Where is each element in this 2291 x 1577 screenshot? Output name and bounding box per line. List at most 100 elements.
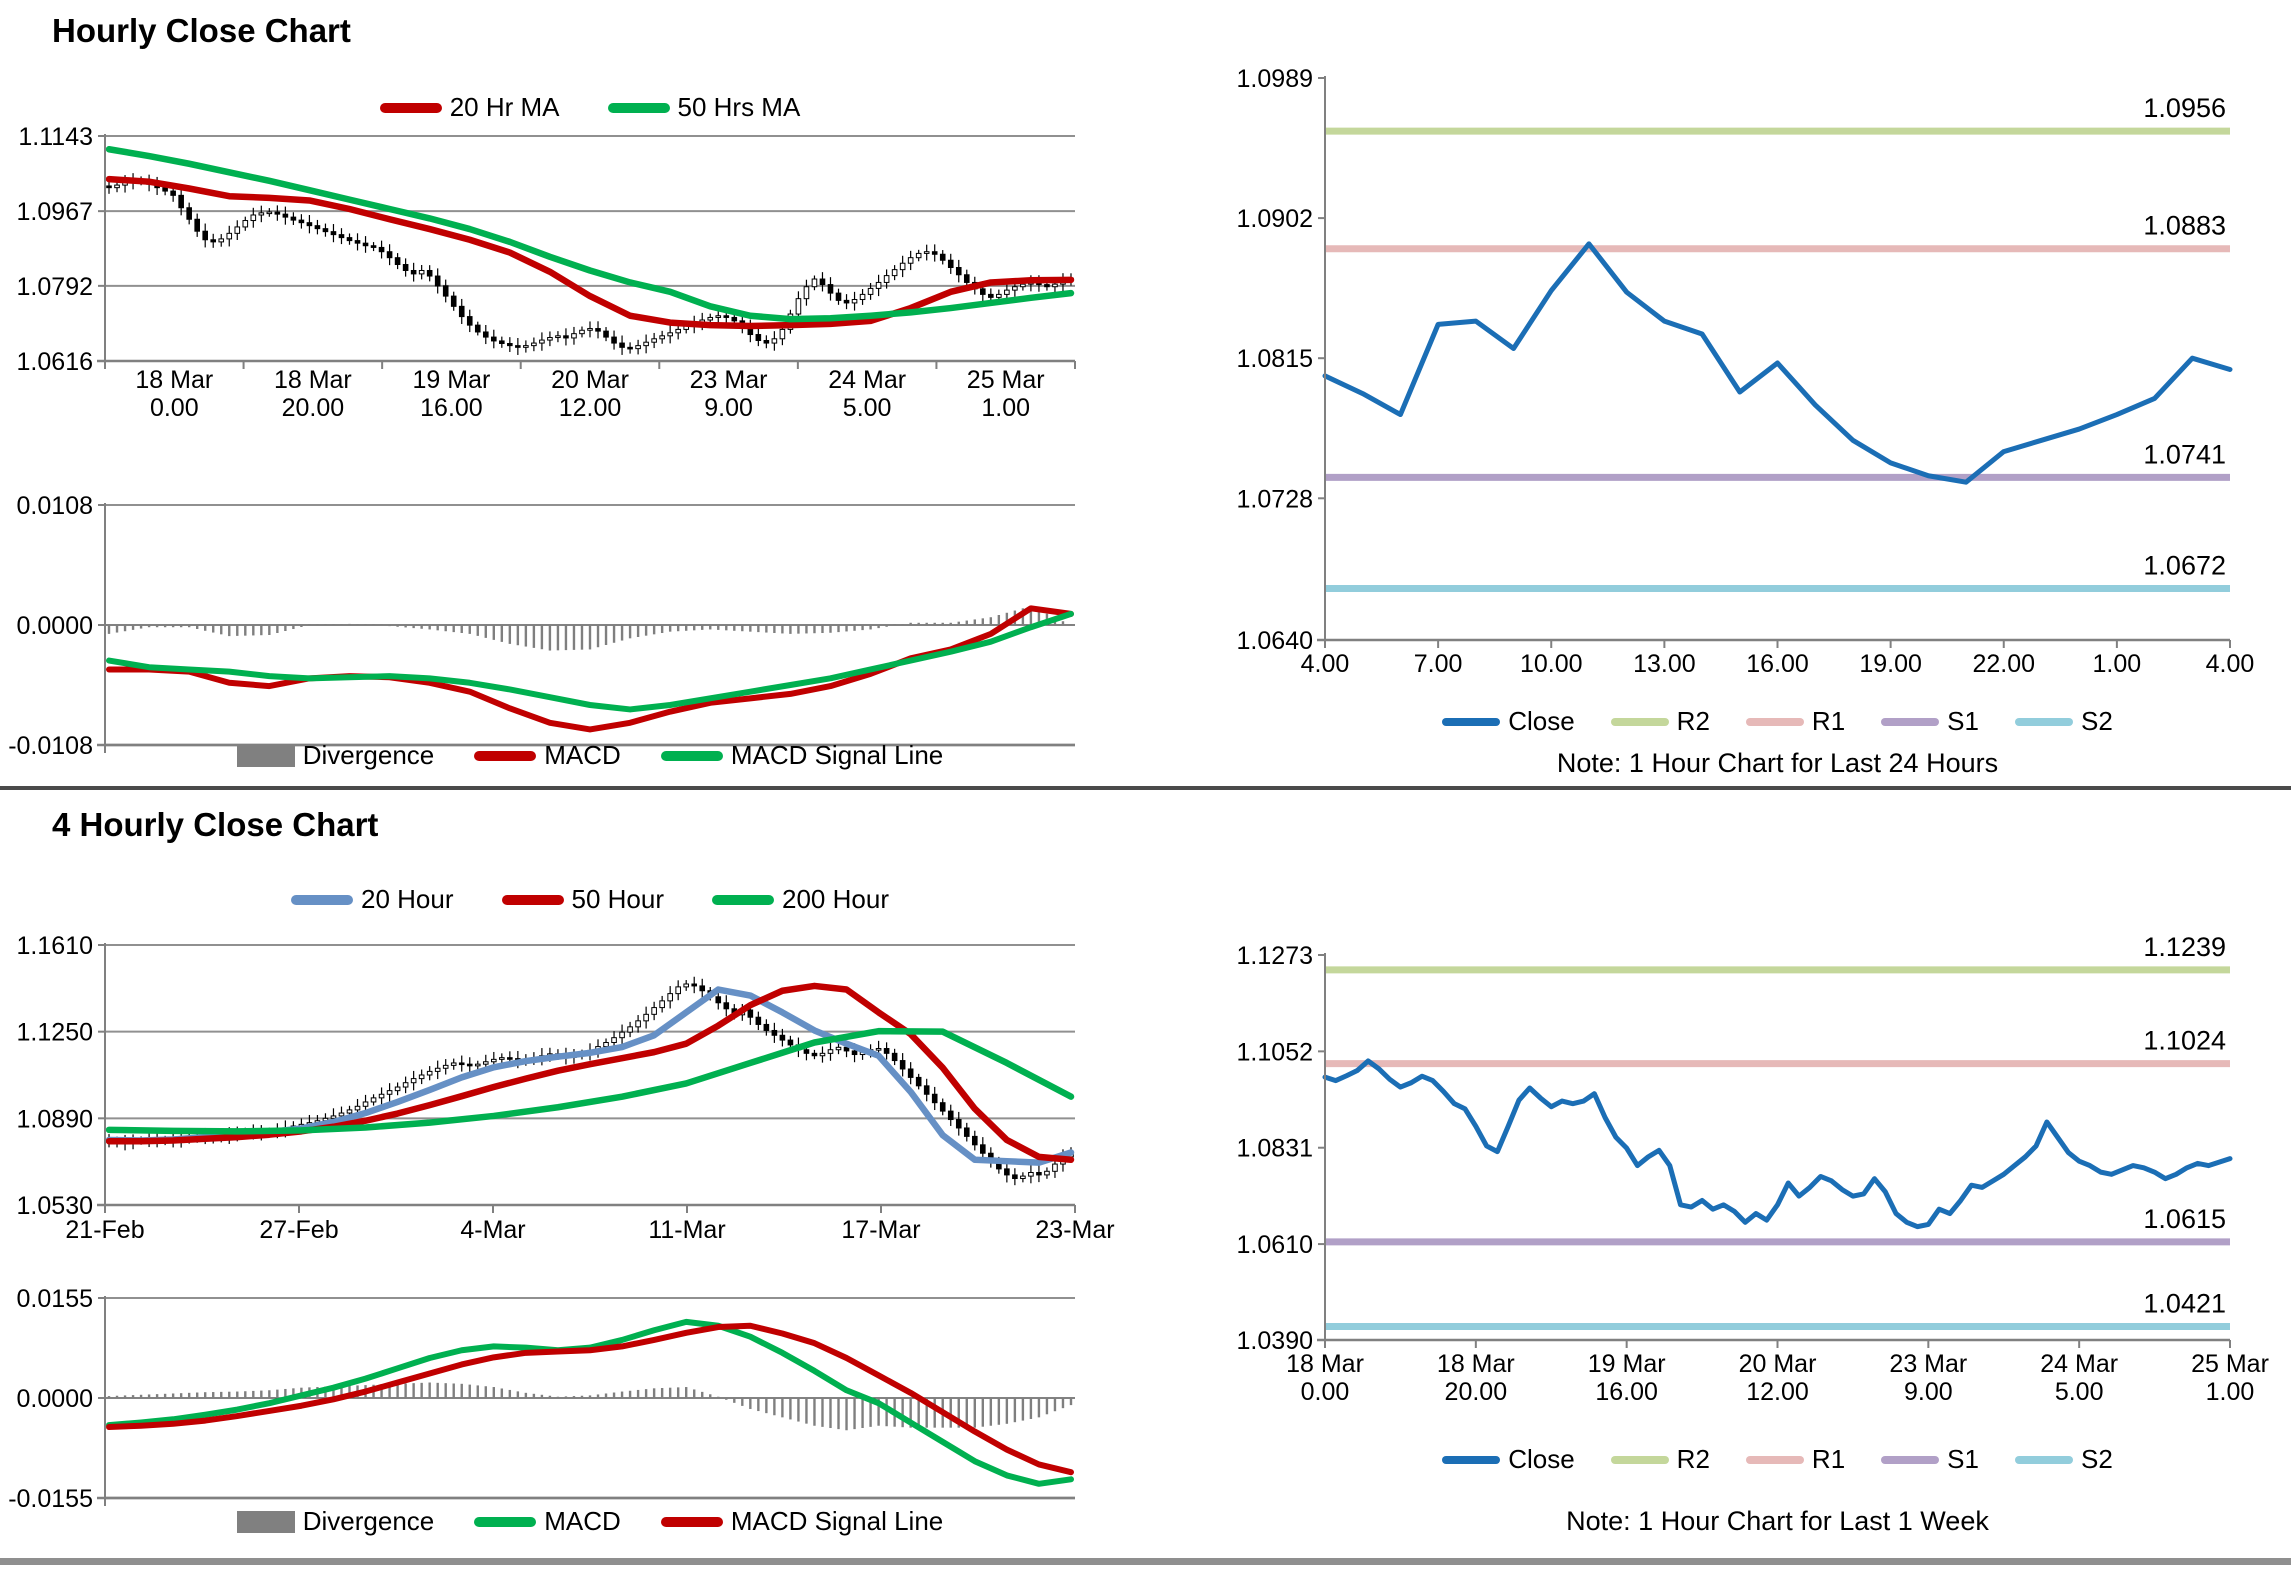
legend-item-r1: R1 (1745, 1444, 1846, 1475)
hourly-macd-legend: Divergence MACD MACD Signal Line (105, 740, 1075, 771)
legend-label: R1 (1811, 1444, 1846, 1474)
svg-text:1.0728: 1.0728 (1237, 485, 1313, 513)
legend-item-divergence: Divergence (236, 740, 435, 771)
svg-text:18 Mar: 18 Mar (135, 366, 213, 394)
svg-text:0.00: 0.00 (150, 394, 199, 422)
legend-item-r2: R2 (1610, 1444, 1710, 1475)
svg-text:16.00: 16.00 (1746, 650, 1809, 678)
svg-text:1.0616: 1.0616 (17, 348, 93, 376)
legend-label: Close (1508, 706, 1575, 736)
svg-text:19 Mar: 19 Mar (413, 366, 491, 394)
svg-text:16.00: 16.00 (1595, 1378, 1658, 1406)
svg-text:1.1273: 1.1273 (1237, 942, 1313, 970)
hourly-pivot-legend: Close R2 R1 S1 S2 (1325, 706, 2230, 737)
svg-text:11-Mar: 11-Mar (648, 1216, 725, 1244)
svg-text:9.00: 9.00 (704, 394, 753, 422)
svg-text:1.1052: 1.1052 (1237, 1038, 1313, 1066)
svg-text:19 Mar: 19 Mar (1588, 1350, 1666, 1378)
svg-text:7.00: 7.00 (1414, 650, 1463, 678)
legend-item-r2: R2 (1610, 706, 1710, 737)
svg-text:23 Mar: 23 Mar (690, 366, 768, 394)
macd-line-swatch-icon (474, 1516, 537, 1527)
svg-text:20 Mar: 20 Mar (1739, 1350, 1817, 1378)
svg-text:4-Mar: 4-Mar (460, 1216, 525, 1244)
50hrs-ma-line-swatch-icon (607, 102, 670, 113)
svg-text:4.00: 4.00 (2206, 650, 2255, 678)
s2-line-swatch-icon (2014, 717, 2073, 726)
svg-text:1.0421: 1.0421 (2143, 1288, 2226, 1318)
svg-text:1.0390: 1.0390 (1237, 1327, 1313, 1355)
legend-label: R1 (1811, 706, 1846, 736)
bottom-rule (0, 1558, 2291, 1565)
svg-text:22.00: 22.00 (1972, 650, 2035, 678)
macd-signal-line-swatch-icon (660, 1516, 723, 1527)
r2-line-swatch-icon (1610, 1455, 1669, 1464)
legend-item-20hr-ma: 20 Hr MA (379, 92, 560, 123)
fourhour-macd-legend: Divergence MACD MACD Signal Line (105, 1506, 1075, 1537)
svg-text:25 Mar: 25 Mar (967, 366, 1045, 394)
svg-text:1.0967: 1.0967 (17, 198, 93, 226)
section-divider (0, 786, 2291, 790)
legend-item-divergence: Divergence (236, 1506, 435, 1537)
svg-text:1.0831: 1.0831 (1237, 1135, 1313, 1163)
50hour-line-swatch-icon (501, 894, 564, 905)
svg-text:1.0672: 1.0672 (2143, 550, 2226, 580)
legend-label: 20 Hour (361, 884, 454, 914)
legend-item-s1: S1 (1881, 1444, 1979, 1475)
svg-text:1.0815: 1.0815 (1237, 345, 1313, 373)
svg-text:27-Feb: 27-Feb (259, 1216, 338, 1244)
svg-text:23-Mar: 23-Mar (1035, 1216, 1114, 1244)
fourhour-pivot-legend: Close R2 R1 S1 S2 (1325, 1444, 2230, 1475)
svg-text:21-Feb: 21-Feb (65, 1216, 144, 1244)
20hour-line-swatch-icon (291, 894, 354, 905)
r1-line-swatch-icon (1745, 1455, 1804, 1464)
svg-text:4.00: 4.00 (1301, 650, 1350, 678)
s1-line-swatch-icon (1881, 1455, 1940, 1464)
close-line-swatch-icon (1442, 717, 1501, 726)
svg-text:24 Mar: 24 Mar (2040, 1350, 2118, 1378)
legend-label: 200 Hour (782, 884, 889, 914)
svg-text:13.00: 13.00 (1633, 650, 1696, 678)
svg-text:18 Mar: 18 Mar (1437, 1350, 1515, 1378)
svg-text:5.00: 5.00 (843, 394, 892, 422)
legend-item-macd-signal: MACD Signal Line (660, 1506, 944, 1537)
svg-text:1.0890: 1.0890 (17, 1105, 93, 1133)
svg-text:1.0640: 1.0640 (1237, 627, 1313, 655)
svg-text:1.1250: 1.1250 (17, 1019, 93, 1047)
svg-text:0.0000: 0.0000 (17, 1385, 93, 1413)
legend-label: R2 (1676, 706, 1710, 736)
s2-line-swatch-icon (2014, 1455, 2073, 1464)
legend-label: S1 (1947, 1444, 1979, 1474)
svg-text:1.0989: 1.0989 (1237, 65, 1313, 93)
legend-label: Divergence (302, 1506, 435, 1536)
svg-text:0.00: 0.00 (1301, 1378, 1350, 1406)
svg-text:1.1024: 1.1024 (2143, 1026, 2226, 1056)
svg-text:1.1239: 1.1239 (2143, 932, 2226, 962)
legend-item-macd: MACD (474, 740, 621, 771)
legend-label: MACD (544, 1506, 621, 1536)
svg-text:1.0615: 1.0615 (2143, 1204, 2226, 1234)
svg-text:23 Mar: 23 Mar (1889, 1350, 1967, 1378)
svg-text:25 Mar: 25 Mar (2191, 1350, 2269, 1378)
r2-line-swatch-icon (1610, 717, 1669, 726)
20hr-ma-line-swatch-icon (379, 102, 442, 113)
legend-label: MACD Signal Line (730, 1506, 944, 1536)
r1-line-swatch-icon (1745, 717, 1804, 726)
svg-text:1.0741: 1.0741 (2143, 439, 2226, 469)
svg-text:12.00: 12.00 (1746, 1378, 1809, 1406)
svg-text:0.0108: 0.0108 (17, 492, 93, 520)
legend-label: MACD Signal Line (730, 740, 944, 770)
svg-text:1.0530: 1.0530 (17, 1192, 93, 1220)
legend-item-macd: MACD (474, 1506, 621, 1537)
svg-text:1.0610: 1.0610 (1237, 1231, 1313, 1259)
svg-text:19.00: 19.00 (1859, 650, 1922, 678)
svg-text:1.0792: 1.0792 (17, 273, 93, 301)
legend-item-s2: S2 (2014, 1444, 2113, 1475)
svg-text:1.0902: 1.0902 (1237, 205, 1313, 233)
svg-text:5.00: 5.00 (2055, 1378, 2104, 1406)
svg-text:-0.0108: -0.0108 (8, 732, 93, 760)
svg-text:10.00: 10.00 (1520, 650, 1583, 678)
legend-label: Divergence (302, 740, 435, 770)
legend-item-50hrs-ma: 50 Hrs MA (607, 92, 800, 123)
